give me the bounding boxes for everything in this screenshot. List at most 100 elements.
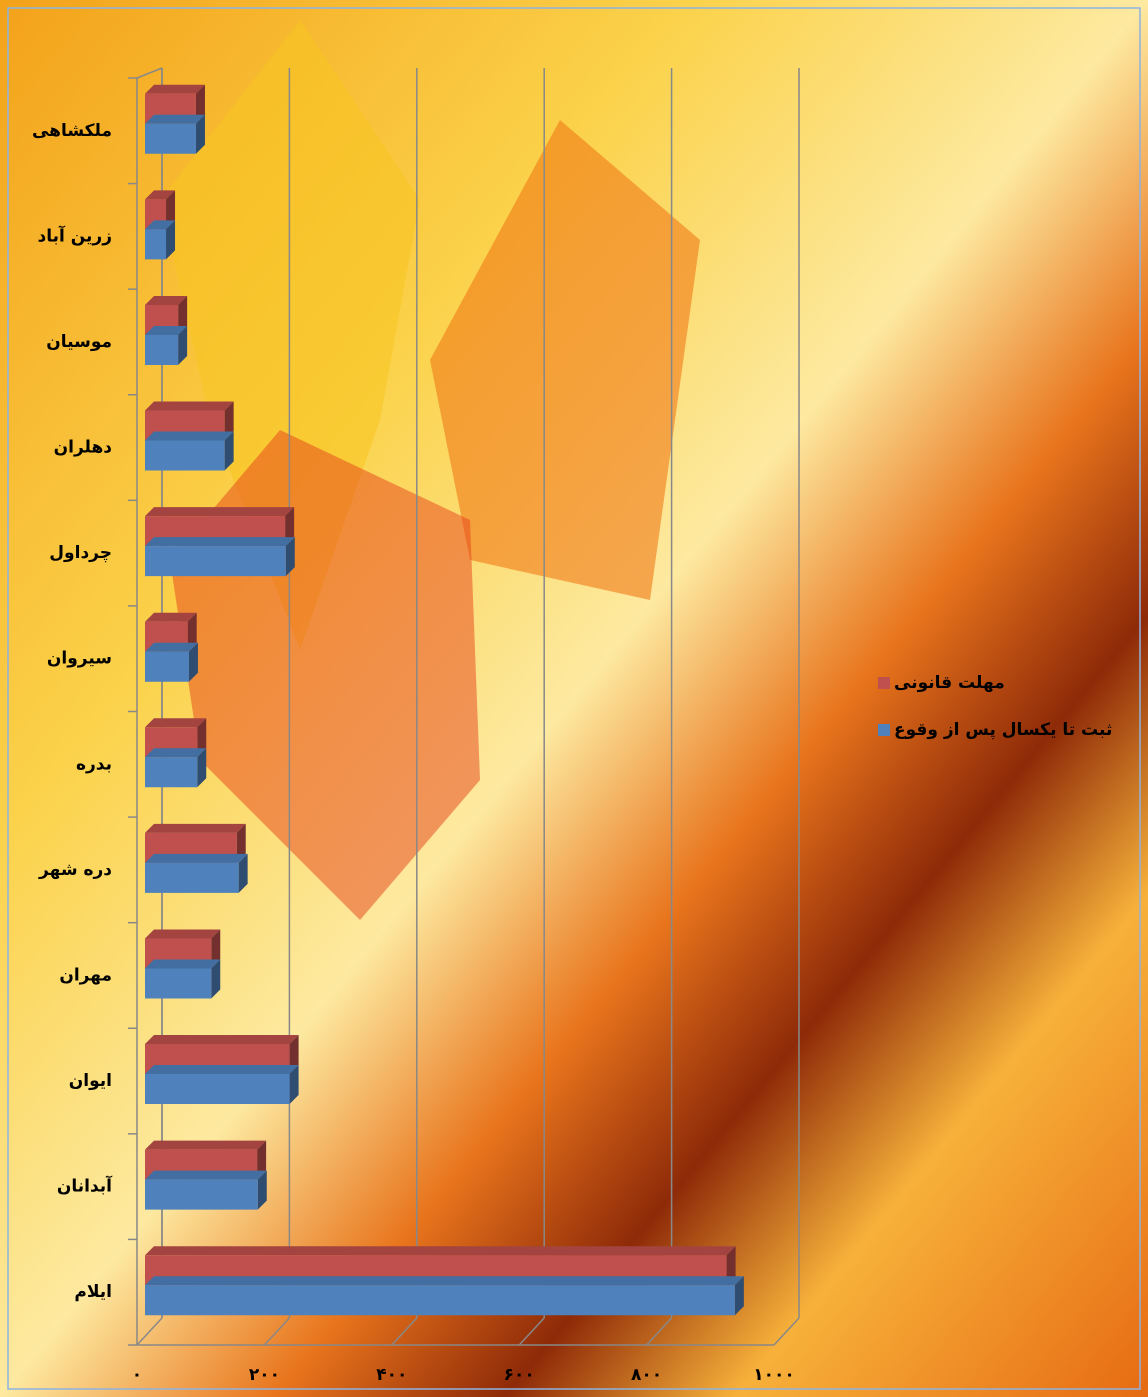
- border: [7, 7, 1141, 1390]
- bar-face: [238, 853, 248, 893]
- bar-face: [211, 959, 221, 999]
- bar-face: [145, 1285, 735, 1316]
- bar-face: [145, 190, 176, 200]
- bar-face: [145, 651, 189, 682]
- category-label: بدره: [76, 754, 112, 774]
- bar-face: [145, 612, 197, 622]
- bar: [145, 1170, 267, 1210]
- legend-label: مهلت قانونی: [894, 673, 1005, 693]
- bar: [145, 114, 205, 154]
- bar-face: [289, 1035, 299, 1075]
- x-tick-label: ۶۰۰: [504, 1365, 535, 1385]
- leaf: [430, 120, 700, 600]
- floor-line: [773, 1317, 800, 1346]
- bar-face: [145, 537, 295, 547]
- bar-face: [195, 114, 205, 154]
- bar-face: [145, 968, 212, 999]
- bar-face: [236, 823, 246, 863]
- axis-line: [136, 67, 163, 79]
- bar-face: [145, 929, 221, 939]
- bar-face: [145, 84, 205, 94]
- bar-face: [285, 507, 295, 547]
- category-label: دره شهر: [38, 860, 112, 880]
- bar-face: [289, 1065, 299, 1105]
- bar-face: [145, 440, 225, 471]
- bar-face: [224, 431, 234, 471]
- category-label: ایلام: [74, 1282, 112, 1302]
- bar-face: [145, 334, 179, 365]
- floor-line: [136, 1317, 163, 1346]
- x-tick-label: ۸۰۰: [631, 1365, 662, 1385]
- bar-face: [197, 748, 207, 788]
- bar-face: [257, 1140, 267, 1180]
- category-label: مهران: [59, 965, 112, 985]
- bar-face: [145, 546, 286, 577]
- bar: [145, 431, 234, 471]
- bar-face: [257, 1170, 267, 1210]
- bar-face: [145, 1179, 258, 1210]
- category-label: دهلران: [54, 438, 113, 458]
- category-label: زرین آباد: [38, 224, 113, 246]
- legend-swatch: [878, 677, 890, 689]
- bar: [145, 325, 188, 365]
- bar-face: [285, 537, 295, 577]
- legend-label: ثبت تا یکسال پس از وقوع: [894, 720, 1112, 740]
- category-label: موسیان: [46, 332, 112, 352]
- bar: [145, 1065, 299, 1105]
- bar-face: [195, 84, 205, 124]
- bar: [145, 853, 248, 893]
- bar-face: [734, 1276, 744, 1316]
- bar-face: [726, 1246, 736, 1286]
- bar-face: [145, 229, 167, 260]
- bar: [145, 959, 221, 999]
- bar: [145, 642, 198, 682]
- bar-face: [145, 959, 221, 969]
- x-tick-label: ۱۰۰۰: [753, 1365, 795, 1385]
- bar-face: [145, 748, 207, 758]
- bar-face: [178, 295, 188, 335]
- bar-face: [145, 853, 248, 863]
- bar-face: [224, 401, 234, 441]
- bar-face: [145, 114, 205, 124]
- category-label: چرداول: [49, 543, 112, 563]
- bar-face: [145, 823, 246, 833]
- bar: [145, 748, 207, 788]
- bar-face: [145, 1246, 736, 1256]
- bar-face: [145, 325, 188, 335]
- bar-face: [145, 862, 239, 893]
- bar-face: [145, 295, 188, 305]
- bar-face: [166, 190, 176, 230]
- bar-face: [145, 642, 198, 652]
- x-tick-label: ۲۰۰: [249, 1365, 280, 1385]
- bar-face: [145, 1170, 267, 1180]
- bar-face: [145, 718, 207, 728]
- category-label: ایوان: [69, 1071, 112, 1091]
- bar-face: [211, 929, 221, 969]
- bar-face: [145, 507, 295, 517]
- bar-face: [188, 642, 198, 682]
- bar-face: [145, 1065, 299, 1075]
- bar-face: [145, 1074, 290, 1105]
- bar-face: [145, 123, 196, 154]
- bar-face: [145, 401, 234, 411]
- bar: [145, 537, 295, 577]
- floor-line: [518, 1317, 545, 1346]
- bar-face: [145, 757, 198, 788]
- floor-line: [391, 1317, 418, 1346]
- bar-face: [166, 220, 176, 260]
- bar: [145, 220, 176, 260]
- bar: [145, 1276, 744, 1316]
- bar-face: [145, 1035, 299, 1045]
- bar-face: [197, 718, 207, 758]
- category-label: ملکشاهی: [32, 121, 112, 141]
- bar-face: [145, 1276, 744, 1286]
- bar-face: [145, 431, 234, 441]
- bar-face: [178, 325, 188, 365]
- category-label: آبدانان: [57, 1175, 113, 1197]
- floor-line: [263, 1317, 290, 1346]
- bar-face: [187, 612, 197, 652]
- bar-face: [145, 1140, 267, 1150]
- x-tick-label: ۴۰۰: [376, 1365, 407, 1385]
